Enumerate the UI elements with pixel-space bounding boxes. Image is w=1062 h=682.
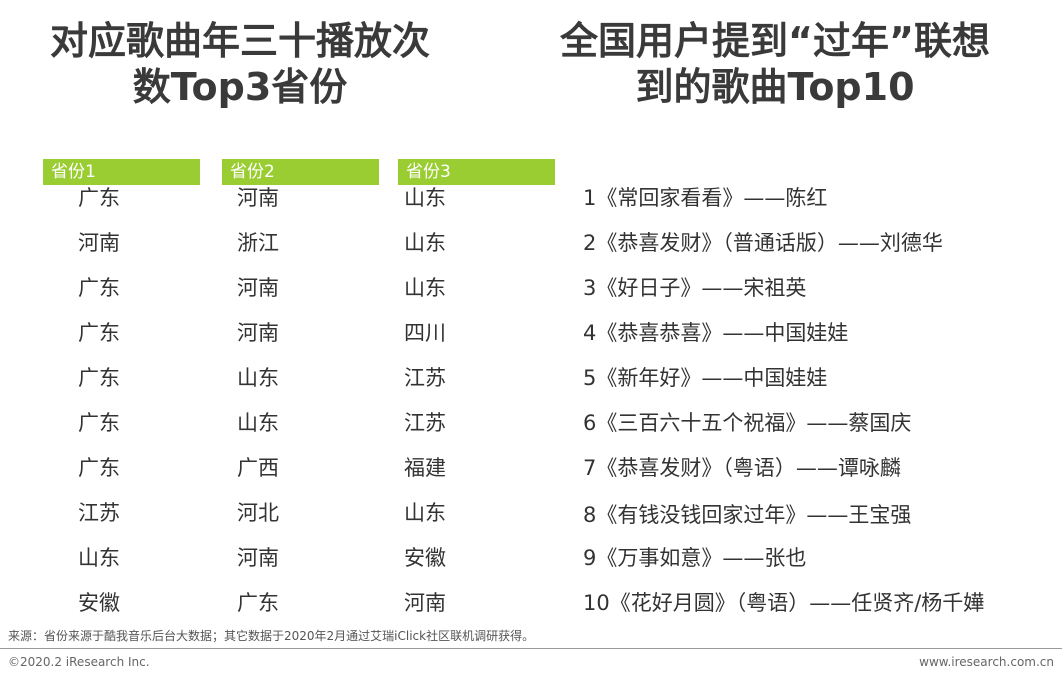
row-province3: 安徽 [404,546,446,570]
song-item: 4《恭喜恭喜》——中国娃娃 [583,321,849,345]
footer-divider [0,648,1062,649]
song-item: 7《恭喜发财》（粤语）——谭咏麟 [583,456,901,480]
row-province3: 山东 [404,231,446,255]
row-province1: 广东 [78,321,120,345]
header-province1: 省份1 [43,159,200,185]
row-province2: 河南 [237,276,279,300]
right-title: 全国用户提到“过年”联想 到的歌曲Top10 [515,18,1035,110]
row-province2: 广东 [237,591,279,615]
row-province1: 山东 [78,546,120,570]
row-province2: 河北 [237,501,279,525]
row-province3: 河南 [404,591,446,615]
song-item: 9《万事如意》——张也 [583,546,807,570]
row-province3: 山东 [404,501,446,525]
row-province3: 福建 [404,456,446,480]
row-province1: 河南 [78,231,120,255]
row-province1: 广东 [78,366,120,390]
website-url: www.iresearch.com.cn [919,655,1054,669]
right-title-line2: 到的歌曲Top10 [635,65,915,109]
row-province2: 山东 [237,411,279,435]
row-province1: 广东 [78,186,120,210]
header-province2: 省份2 [222,159,379,185]
song-item: 6《三百六十五个祝福》——蔡国庆 [583,411,912,435]
row-province3: 江苏 [404,411,446,435]
row-province1: 广东 [78,276,120,300]
song-item: 3《好日子》——宋祖英 [583,276,807,300]
right-title-line1: 全国用户提到“过年”联想 [560,19,990,63]
left-title-line2: 数Top3省份 [132,65,348,109]
song-item: 1《常回家看看》——陈红 [583,186,828,210]
row-province1: 江苏 [78,501,120,525]
row-province3: 四川 [404,321,446,345]
left-title-line1: 对应歌曲年三十播放次 [49,19,430,63]
row-province2: 山东 [237,366,279,390]
row-province3: 山东 [404,186,446,210]
row-province1: 广东 [78,411,120,435]
song-item: 10《花好月圆》（粤语）——任贤齐/杨千嬅 [583,591,985,615]
row-province3: 山东 [404,276,446,300]
source-note: 来源：省份来源于酷我音乐后台大数据；其它数据于2020年2月通过艾瑞iClick… [8,629,535,643]
song-item: 2《恭喜发财》（普通话版）——刘德华 [583,231,943,255]
row-province2: 河南 [237,186,279,210]
header-province3: 省份3 [398,159,555,185]
row-province1: 安徽 [78,591,120,615]
row-province2: 河南 [237,321,279,345]
song-item: 5《新年好》——中国娃娃 [583,366,828,390]
row-province2: 河南 [237,546,279,570]
row-province1: 广东 [78,456,120,480]
left-title: 对应歌曲年三十播放次 数Top3省份 [20,18,460,110]
copyright: ©2020.2 iResearch Inc. [8,655,150,669]
row-province3: 江苏 [404,366,446,390]
row-province2: 广西 [237,456,279,480]
song-item: 8《有钱没钱回家过年》——王宝强 [583,503,912,527]
row-province2: 浙江 [237,231,279,255]
